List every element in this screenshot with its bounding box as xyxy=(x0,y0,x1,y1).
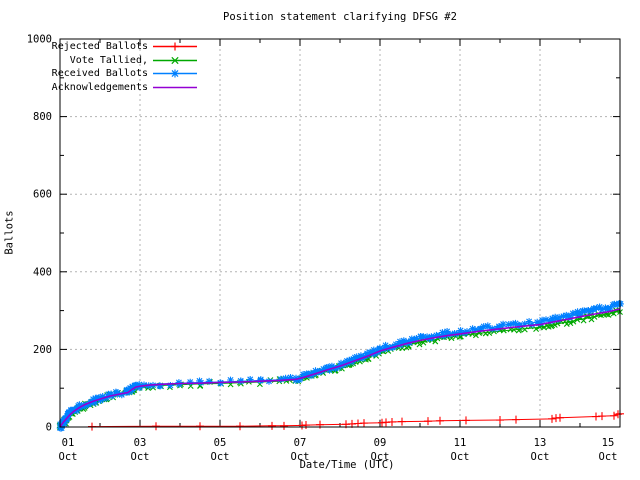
legend-label-vote-tallied: Vote Tallied, xyxy=(69,54,148,66)
legend-sample-marker xyxy=(171,69,179,78)
legend-row-vote-tallied: Vote Tallied, xyxy=(40,54,199,68)
y-tick-label: 200 xyxy=(33,344,52,356)
series-line-rejected-ballots xyxy=(91,413,621,428)
legend-sample-marker xyxy=(171,56,179,64)
x-tick-label-month: Oct xyxy=(451,451,470,463)
legend-sample-marker xyxy=(171,42,179,51)
legend-label-received-ballots: Received Ballots xyxy=(51,68,148,80)
legend-sample-line-plus-icon xyxy=(153,42,197,51)
x-tick-label-month: Oct xyxy=(531,451,550,463)
y-tick-label: 800 xyxy=(33,111,52,123)
x-tick-label-month: Oct xyxy=(131,451,150,463)
legend-sample-line-star-icon xyxy=(153,69,197,78)
legend-row-acknowledgements: Acknowledgements xyxy=(40,81,199,95)
x-tick-label-day: 05 xyxy=(214,437,227,449)
x-tick-label-month: Oct xyxy=(59,451,78,463)
legend-row-received-ballots: Received Ballots xyxy=(40,67,199,81)
x-tick-label-day: 09 xyxy=(374,437,387,449)
x-tick-label-day: 13 xyxy=(534,437,547,449)
x-tick-label-month: Oct xyxy=(371,451,390,463)
x-tick-label-day: 15 xyxy=(602,437,615,449)
legend-sample-line-cross-icon xyxy=(153,56,197,64)
x-tick-label-month: Oct xyxy=(291,451,310,463)
legend-label-rejected-ballots: Rejected Ballots xyxy=(51,41,148,53)
legend-label-acknowledgements: Acknowledgements xyxy=(51,81,148,93)
y-tick-label: 600 xyxy=(33,189,52,201)
y-tick-label: 0 xyxy=(46,422,52,434)
legend: Rejected Ballots Vote Tallied, Received … xyxy=(40,40,199,94)
x-tick-label-day: 07 xyxy=(294,437,307,449)
y-tick-label: 1000 xyxy=(27,34,52,46)
series-line-acknowledgements xyxy=(59,308,621,428)
plot-border xyxy=(59,38,621,428)
x-tick-label-month: Oct xyxy=(211,451,230,463)
series-markers-vote-tallied xyxy=(56,307,623,431)
x-tick-label-month: Oct xyxy=(599,451,618,463)
x-tick-label-day: 11 xyxy=(454,437,467,449)
y-tick-label: 400 xyxy=(33,266,52,278)
x-axis-label: Date/Time (UTC) xyxy=(299,459,395,471)
series-markers-received-ballots xyxy=(56,300,624,432)
x-tick-label-day: 01 xyxy=(62,437,75,449)
legend-row-rejected-ballots: Rejected Ballots xyxy=(40,40,199,54)
chart-title: Position statement clarifying DFSG #2 xyxy=(223,11,457,23)
legend-sample-line-icon xyxy=(153,86,197,88)
x-tick-label-day: 03 xyxy=(134,437,147,449)
